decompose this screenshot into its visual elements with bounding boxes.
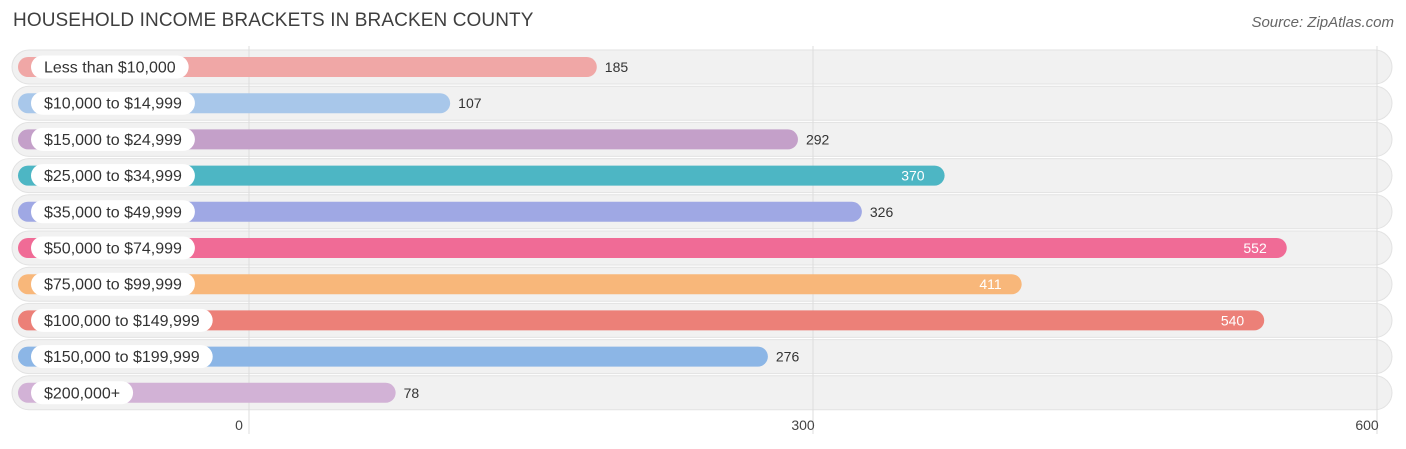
category-label: $50,000 to $74,999 (44, 241, 182, 258)
bar (18, 310, 1265, 331)
value-label: 411 (979, 276, 1002, 292)
chart-title: HOUSEHOLD INCOME BRACKETS IN BRACKEN COU… (13, 10, 534, 31)
category-label: $100,000 to $149,999 (44, 313, 200, 330)
category-label: $15,000 to $24,999 (44, 132, 182, 149)
value-label: 326 (870, 204, 894, 220)
bar (18, 238, 1287, 258)
category-label-pill (31, 200, 195, 224)
bar (18, 129, 798, 150)
value-label: 552 (1243, 240, 1267, 256)
value-label: 107 (458, 95, 482, 111)
category-label-pill (31, 127, 195, 151)
category-label-pill (31, 55, 189, 79)
category-label-pill (31, 381, 134, 405)
value-label: 78 (404, 385, 420, 401)
category-label-pill (31, 91, 195, 115)
value-label: 540 (1221, 312, 1245, 328)
x-tick-label: 300 (791, 417, 815, 433)
bar (18, 274, 1022, 295)
category-label: $25,000 to $34,999 (44, 168, 182, 185)
value-label: 185 (605, 59, 629, 75)
category-label: Less than $10,000 (44, 60, 176, 77)
x-tick-label: 0 (235, 417, 243, 433)
x-tick-label: 600 (1355, 417, 1379, 433)
value-label: 276 (776, 349, 800, 365)
value-label: 292 (806, 131, 830, 147)
chart-source: Source: ZipAtlas.com (1251, 14, 1394, 31)
category-label-pill (31, 236, 195, 260)
category-label-pill (31, 308, 213, 332)
value-label: 370 (901, 168, 925, 184)
category-label: $10,000 to $14,999 (44, 96, 182, 113)
bar (18, 165, 945, 186)
category-label: $35,000 to $49,999 (44, 204, 182, 221)
category-label: $75,000 to $99,999 (44, 277, 182, 294)
category-label-pill (31, 164, 195, 188)
bar (18, 201, 862, 222)
category-label-pill (31, 272, 195, 296)
category-label: $200,000+ (44, 385, 120, 402)
category-label-pill (31, 345, 213, 369)
category-label: $150,000 to $199,999 (44, 349, 200, 366)
